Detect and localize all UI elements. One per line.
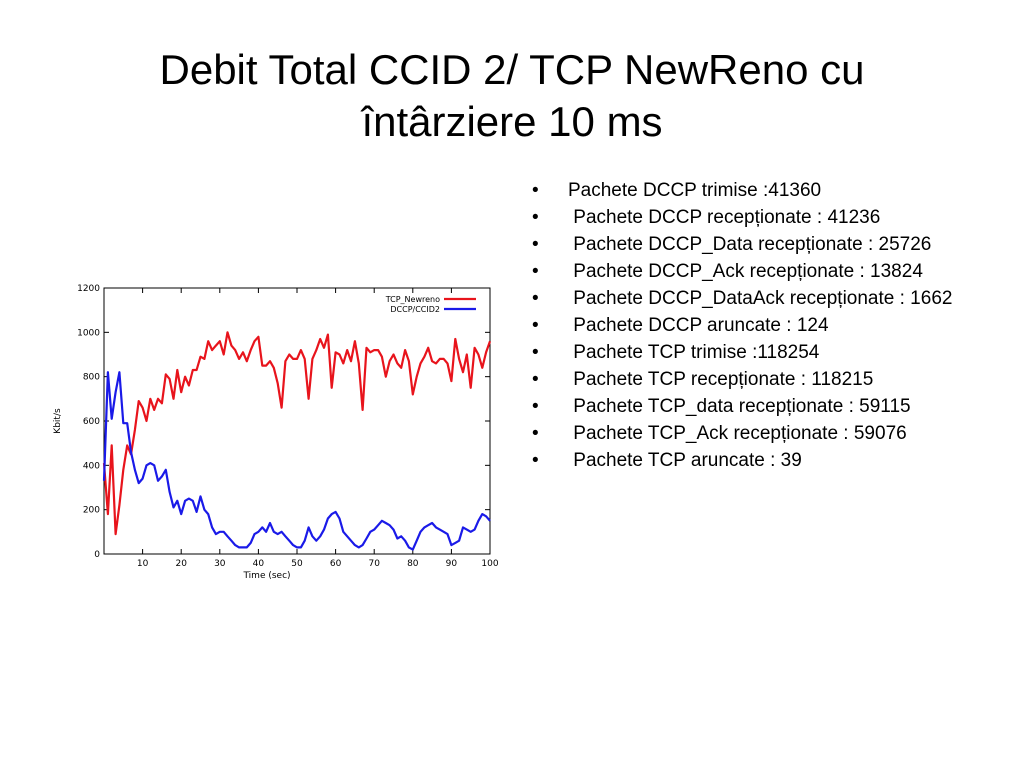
bullet-item: Pachete TCP trimise :118254 [528, 342, 988, 364]
bullet-item: Pachete DCCP recepționate : 41236 [528, 207, 988, 229]
x-tick-label: 20 [175, 559, 187, 569]
y-tick-label: 800 [83, 373, 100, 383]
bullet-text: Pachete DCCP recepționate : 41236 [568, 207, 881, 228]
bullet-item: Pachete TCP_Ack recepționate : 59076 [528, 423, 988, 445]
bullet-text: Pachete DCCP trimise :41360 [568, 180, 822, 201]
y-tick-label: 0 [94, 550, 100, 560]
bullet-text: Pachete TCP aruncate : 39 [568, 450, 802, 471]
plot-frame [103, 287, 491, 555]
packet-stats-list: Pachete DCCP trimise :41360 Pachete DCCP… [528, 180, 988, 477]
x-tick-label: 100 [481, 559, 498, 569]
y-tick-label: 200 [83, 506, 100, 516]
bullet-item: Pachete DCCP_Data recepționate : 25726 [528, 234, 988, 256]
y-tick-label: 400 [83, 461, 100, 471]
x-tick-label: 30 [214, 559, 226, 569]
chart-svg: 0 200 400 600 800 1000 1200 10 20 30 40 50 60 70 80 90 1… [53, 284, 499, 581]
legend-label: TCP_Newreno [385, 295, 440, 304]
bullet-text: Pachete DCCP_Ack recepționate : 13824 [568, 261, 923, 282]
y-tick-label: 1200 [77, 284, 100, 294]
bullet-text: Pachete TCP trimise :118254 [568, 342, 820, 363]
bullet-text: Pachete DCCP_DataAck recepționate : 1662 [568, 288, 953, 309]
bullet-text: Pachete TCP recepționate : 118215 [568, 369, 874, 390]
throughput-chart: 0 200 400 600 800 1000 1200 10 20 30 40 50 60 70 80 90 1… [44, 278, 504, 588]
series-line-tcp-newreno [102, 331, 492, 536]
x-tick-label: 10 [137, 559, 149, 569]
x-tick-label: 60 [330, 559, 342, 569]
bullet-text: Pachete TCP_data recepționate : 59115 [568, 396, 911, 417]
bullet-item: Pachete DCCP_DataAck recepționate : 1662 [528, 288, 988, 310]
bullet-text: Pachete TCP_Ack recepționate : 59076 [568, 423, 907, 444]
x-tick-label: 40 [253, 559, 265, 569]
bullet-item: Pachete DCCP_Ack recepționate : 13824 [528, 261, 988, 283]
slide-title-line-1: Debit Total CCID 2/ TCP NewReno cu [159, 46, 865, 93]
x-tick-label: 80 [407, 559, 419, 569]
x-tick-label: 70 [368, 559, 380, 569]
bullet-text: Pachete DCCP_Data recepționate : 25726 [568, 234, 932, 255]
legend-label: DCCP/CCID2 [390, 305, 440, 314]
x-axis-label: Time (sec) [242, 571, 290, 581]
bullet-item: Pachete TCP aruncate : 39 [528, 450, 988, 472]
bullet-item: Pachete TCP_data recepționate : 59115 [528, 396, 988, 418]
bullet-text: Pachete DCCP aruncate : 124 [568, 315, 829, 336]
slide-title: Debit Total CCID 2/ TCP NewReno cu întâr… [40, 44, 984, 148]
bullet-item: Pachete DCCP aruncate : 124 [528, 315, 988, 337]
bullet-item: Pachete DCCP trimise :41360 [528, 180, 988, 202]
y-tick-label: 1000 [77, 328, 100, 338]
x-tick-label: 90 [446, 559, 458, 569]
y-axis-label: Kbit/s [53, 408, 63, 434]
x-tick-label: 50 [291, 559, 303, 569]
y-tick-label: 600 [83, 417, 100, 427]
series-line-dccp-ccid2 [102, 371, 491, 551]
slide-title-line-2: întârziere 10 ms [361, 98, 663, 145]
bullet-item: Pachete TCP recepționate : 118215 [528, 369, 988, 391]
